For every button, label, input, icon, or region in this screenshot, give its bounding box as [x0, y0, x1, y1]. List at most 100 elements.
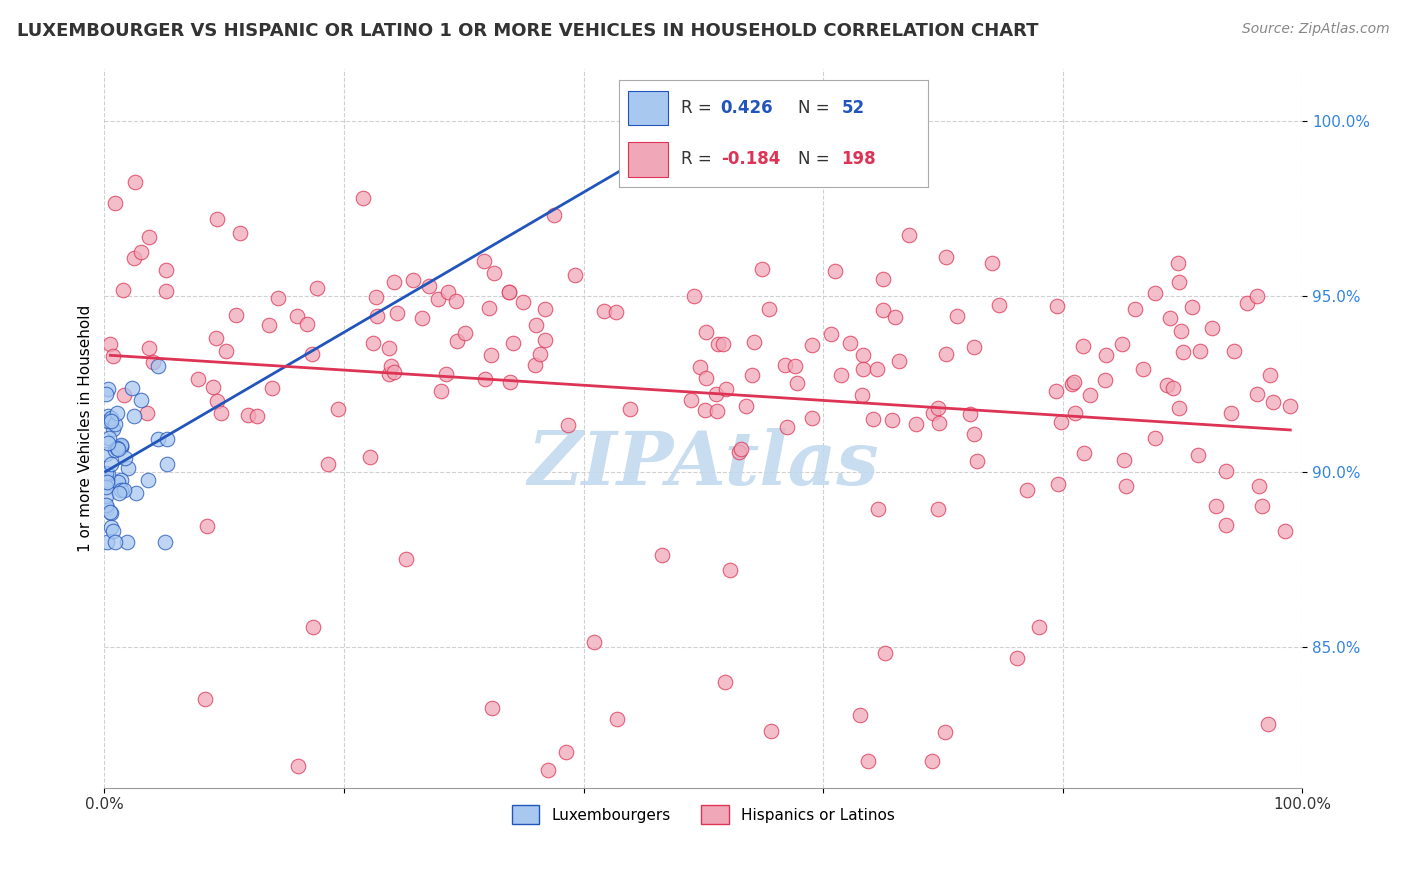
Point [904, 417, 927, 432]
Point [1181, 300, 1204, 314]
Text: ZIPAtlas: ZIPAtlas [527, 427, 879, 500]
Point [100, 337, 122, 351]
Point [499, 375, 522, 389]
Point [1132, 362, 1154, 376]
Point [959, 407, 981, 421]
Point [245, 409, 267, 423]
Point [1236, 295, 1258, 310]
Point [866, 362, 889, 376]
Point [105, 406, 128, 420]
Point [148, 432, 170, 446]
Point [1159, 310, 1181, 325]
Point [155, 284, 177, 298]
Bar [628, 91, 668, 125]
Point [651, 548, 673, 562]
Point [194, 692, 217, 706]
Point [205, 212, 228, 227]
Point [583, 635, 606, 649]
Point [100, 414, 122, 428]
Point [1201, 321, 1223, 335]
Point [963, 427, 986, 442]
Point [849, 708, 872, 723]
Point [285, 309, 308, 323]
Point [316, 458, 339, 472]
Point [980, 256, 1002, 270]
Y-axis label: 1 or more Vehicles in Household: 1 or more Vehicles in Household [79, 304, 93, 551]
Point [679, 392, 702, 407]
Point [96, 535, 118, 549]
Point [146, 359, 169, 373]
Point [98, 505, 121, 519]
Point [1263, 394, 1285, 409]
Point [361, 336, 384, 351]
Point [537, 763, 560, 777]
Point [1171, 345, 1194, 359]
Point [706, 404, 728, 418]
Point [364, 290, 387, 304]
Point [1071, 339, 1094, 353]
Point [229, 226, 252, 240]
Point [434, 368, 457, 382]
Point [94, 466, 117, 480]
Point [693, 403, 716, 417]
Point [1028, 620, 1050, 634]
Point [138, 230, 160, 244]
Point [1045, 384, 1067, 398]
Point [1168, 275, 1191, 289]
Point [380, 359, 402, 373]
Point [104, 535, 127, 549]
Point [534, 333, 557, 347]
Point [104, 417, 127, 432]
Point [830, 368, 852, 382]
Point [1015, 483, 1038, 497]
Point [862, 412, 884, 426]
Point [824, 263, 846, 277]
Point [195, 519, 218, 533]
Point [1215, 517, 1237, 532]
Point [446, 334, 468, 348]
Bar [628, 143, 668, 177]
Point [1144, 431, 1167, 445]
Point [201, 379, 224, 393]
Point [695, 325, 717, 339]
Point [880, 413, 903, 427]
Point [935, 250, 957, 264]
Point [1258, 368, 1281, 383]
Point [1246, 288, 1268, 302]
Point [921, 754, 943, 768]
Point [1279, 400, 1302, 414]
Point [94, 386, 117, 401]
Point [1170, 325, 1192, 339]
Point [111, 283, 134, 297]
Point [155, 262, 177, 277]
Point [153, 535, 176, 549]
Point [297, 318, 319, 332]
Point [534, 301, 557, 316]
Point [110, 474, 132, 488]
Text: 198: 198 [841, 151, 876, 169]
Point [402, 273, 425, 287]
Point [96, 501, 118, 516]
Point [385, 306, 408, 320]
Point [97, 409, 120, 423]
Point [820, 327, 842, 342]
Point [1144, 286, 1167, 301]
Point [1223, 344, 1246, 359]
Point [866, 502, 889, 516]
Point [1111, 336, 1133, 351]
Text: N =: N = [799, 99, 835, 117]
Point [695, 371, 717, 385]
Point [1078, 388, 1101, 402]
Point [114, 450, 136, 465]
Point [481, 701, 503, 715]
Point [735, 400, 758, 414]
Point [523, 358, 546, 372]
Text: LUXEMBOURGER VS HISPANIC OR LATINO 1 OR MORE VEHICLES IN HOUSEHOLD CORRELATION C: LUXEMBOURGER VS HISPANIC OR LATINO 1 OR … [17, 22, 1039, 40]
Point [1247, 478, 1270, 492]
Point [872, 303, 894, 318]
Point [1274, 524, 1296, 538]
Text: 52: 52 [841, 99, 865, 117]
Point [302, 620, 325, 634]
Point [785, 359, 807, 373]
Point [205, 331, 228, 345]
